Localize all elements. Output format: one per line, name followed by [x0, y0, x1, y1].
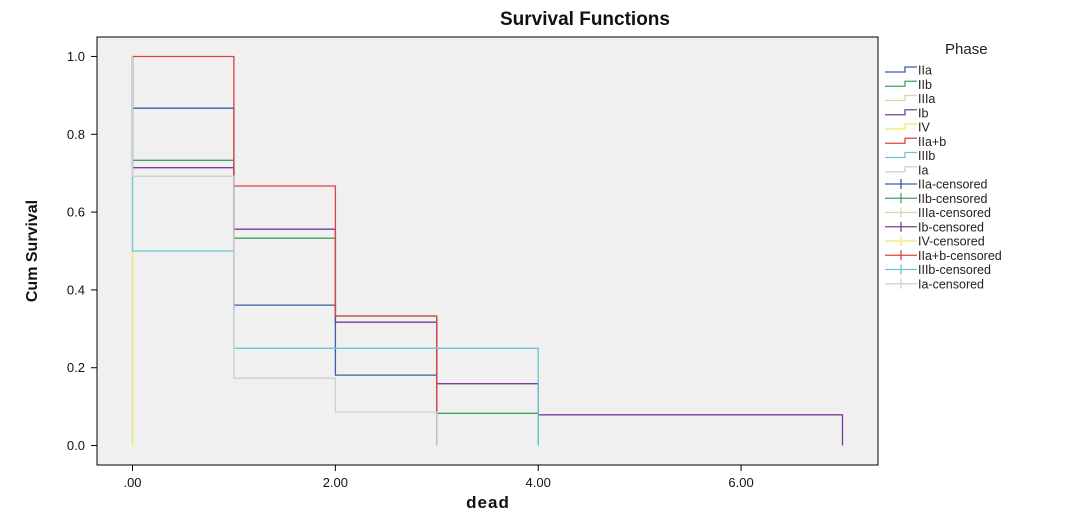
legend-label: IIIa [918, 92, 935, 106]
x-tick-label: .00 [123, 475, 141, 490]
y-tick-label: 0.2 [67, 360, 85, 375]
y-axis-label: Cum Survival [24, 200, 41, 302]
legend-title: Phase [945, 41, 988, 58]
x-tick-label: 4.00 [526, 475, 551, 490]
y-tick-label: 0.6 [67, 205, 85, 220]
legend-label: Ia [918, 163, 928, 177]
legend-swatch [885, 94, 917, 102]
legend: Phase IIaIIbIIIaIbIVIIa+bIIIbIaIIa-censo… [885, 41, 1002, 291]
x-tick-label: 6.00 [728, 475, 753, 490]
legend-swatch [885, 166, 917, 173]
x-axis-label: dead [466, 493, 510, 512]
legend-label: IIIb [918, 149, 935, 163]
y-axis: 0.0 0.2 0.4 0.6 0.8 1.0 [67, 49, 97, 453]
legend-label: Ib-censored [918, 220, 984, 234]
legend-label: IIa+b [918, 135, 946, 149]
legend-label: IIa-censored [918, 178, 988, 192]
legend-label: IIa+b-censored [918, 249, 1002, 263]
chart-title: Survival Functions [500, 9, 670, 30]
legend-swatch [885, 109, 917, 116]
legend-label: IIa [918, 64, 932, 78]
series-layer [131, 55, 844, 446]
y-tick-label: 0.8 [67, 127, 85, 142]
series-line-5 [132, 55, 438, 446]
legend-label: IV [918, 121, 930, 135]
legend-swatch [885, 80, 917, 87]
legend-label: IIIa-censored [918, 206, 991, 220]
legend-swatch [885, 123, 917, 130]
x-axis: .00 2.00 4.00 6.00 [123, 465, 754, 490]
y-tick-label: 0.0 [67, 438, 85, 453]
legend-label: Ib [918, 106, 928, 120]
legend-swatch [885, 137, 917, 144]
series-line-3 [131, 56, 844, 446]
y-tick-label: 1.0 [67, 49, 85, 64]
legend-label: IV-censored [918, 235, 985, 249]
legend-swatch [885, 151, 917, 159]
y-tick-label: 0.4 [67, 282, 85, 297]
x-tick-label: 2.00 [323, 475, 348, 490]
legend-label: IIIb-censored [918, 263, 991, 277]
legend-label: Ia-censored [918, 277, 984, 291]
series-line-7 [131, 56, 438, 446]
legend-label: IIb [918, 78, 932, 92]
series-line-0 [131, 56, 438, 446]
legend-label: IIb-censored [918, 192, 988, 206]
legend-swatch [885, 66, 917, 73]
